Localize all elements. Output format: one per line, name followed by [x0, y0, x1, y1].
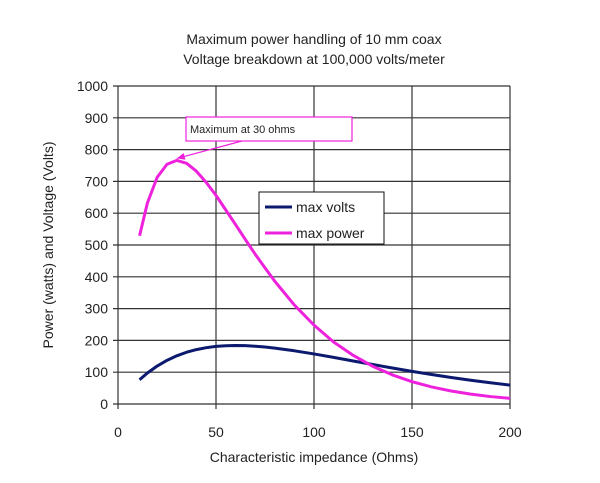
annotation-box — [185, 116, 353, 142]
x-tick-label: 200 — [498, 424, 522, 440]
y-tick-label: 900 — [85, 110, 109, 126]
y-tick-label: 600 — [85, 205, 109, 221]
y-tick-label: 400 — [85, 269, 109, 285]
annotation: Maximum at 30 ohms — [176, 116, 353, 160]
chart-subtitle: Voltage breakdown at 100,000 volts/meter — [183, 51, 445, 67]
chart-title: Maximum power handling of 10 mm coax — [186, 31, 441, 47]
x-tick-label: 0 — [114, 424, 122, 440]
x-tick-label: 100 — [302, 424, 326, 440]
annotation-arrowhead — [176, 152, 186, 160]
annotation-arrow — [176, 140, 243, 159]
y-axis-label: Power (watts) and Voltage (Volts) — [40, 142, 56, 349]
series-line-max-power — [138, 158, 511, 400]
y-tick-label: 100 — [85, 364, 109, 380]
x-tick-label: 150 — [400, 424, 424, 440]
x-tick-label: 50 — [208, 424, 224, 440]
legend-label-max-volts: max volts — [296, 199, 355, 215]
x-axis-label: Characteristic impedance (Ohms) — [210, 449, 419, 465]
y-tick-label: 800 — [85, 142, 109, 158]
legend-box — [258, 191, 385, 245]
y-tick-label: 500 — [85, 237, 109, 253]
y-tick-label: 300 — [85, 301, 109, 317]
legend-label-max-power: max power — [296, 225, 365, 241]
y-tick-label: 200 — [85, 332, 109, 348]
y-tick-label: 1000 — [77, 78, 108, 94]
annotation-text: Maximum at 30 ohms — [190, 124, 296, 136]
y-tick-label: 700 — [85, 173, 109, 189]
y-tick-label: 0 — [100, 396, 108, 412]
legend: max volts max power — [258, 191, 385, 245]
series-line-max-volts — [138, 344, 511, 387]
